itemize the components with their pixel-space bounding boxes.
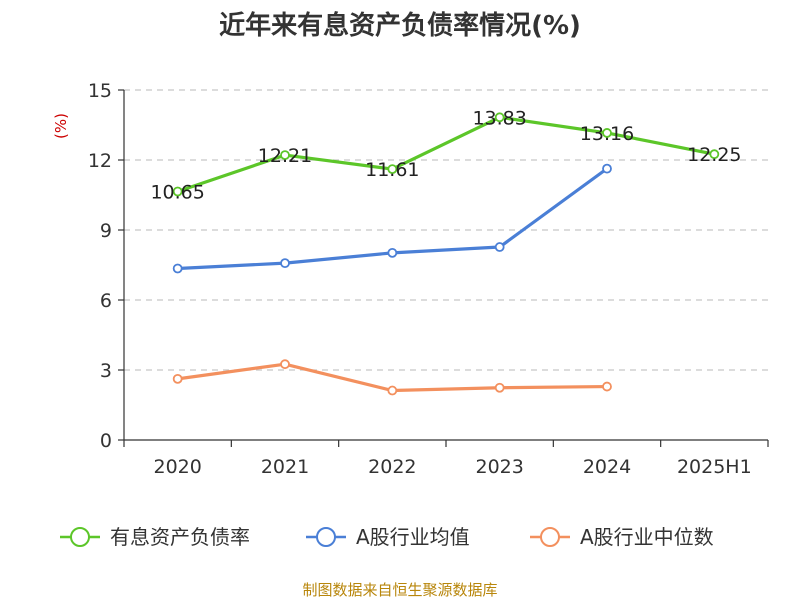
data-label: 13.83 <box>472 107 526 129</box>
data-point <box>709 149 720 160</box>
y-tick-label: 0 <box>100 430 112 452</box>
data-point <box>172 263 183 274</box>
source-note: 制图数据来自恒生聚源数据库 <box>302 581 497 599</box>
chart-title: 近年来有息资产负债率情况(%) <box>219 10 581 41</box>
x-tick-label: 2024 <box>583 456 631 478</box>
data-label: 11.61 <box>365 159 419 181</box>
data-point <box>387 164 398 175</box>
x-tick-label: 2025H1 <box>677 456 752 478</box>
data-point <box>172 186 183 197</box>
data-point <box>387 385 398 396</box>
data-label: 10.65 <box>150 182 204 204</box>
y-tick-labels: 0 3 6 9 12 15 <box>88 80 112 452</box>
data-point <box>280 150 290 161</box>
data-label: 12.25 <box>687 144 741 166</box>
x-tick-label: 2023 <box>475 456 523 478</box>
legend-label: 有息资产负债率 <box>110 525 250 549</box>
legend-item-2: A股行业中位数 <box>530 525 714 549</box>
y-tick-label: 12 <box>88 150 112 172</box>
data-point <box>172 373 183 384</box>
legend-marker-icon <box>316 527 336 547</box>
series-interest-debt-ratio <box>172 112 720 197</box>
data-point <box>602 128 612 138</box>
data-point <box>280 258 290 269</box>
y-tick-label: 3 <box>100 360 112 382</box>
axes <box>118 89 769 447</box>
legend-label: A股行业中位数 <box>580 525 714 549</box>
x-tick-label: 2022 <box>368 456 416 478</box>
data-point <box>602 381 612 392</box>
data-point <box>494 242 505 252</box>
x-tick-label: 2021 <box>261 456 309 478</box>
y-tick-label: 9 <box>100 220 112 242</box>
legend: 有息资产负债率 A股行业均值 A股行业中位数 <box>60 525 714 549</box>
series-industry-median <box>172 359 612 396</box>
legend-label: A股行业均值 <box>356 525 470 549</box>
legend-marker-icon <box>70 527 90 547</box>
data-labels: 10.65 12.21 11.61 13.83 13.16 12.25 <box>150 107 741 203</box>
y-tick-label: 6 <box>100 290 112 312</box>
data-label: 12.21 <box>258 145 312 167</box>
grid-lines <box>124 89 768 371</box>
y-tick-label: 15 <box>88 80 112 102</box>
series-interest-debt-ratio-line <box>176 115 716 194</box>
data-label: 13.16 <box>580 123 634 145</box>
series-layer <box>172 112 720 396</box>
data-point <box>602 163 612 174</box>
legend-item-1: A股行业均值 <box>306 525 470 549</box>
x-tick-labels: 2020 2021 2022 2023 2024 2025H1 <box>153 456 751 478</box>
data-point <box>387 247 398 258</box>
data-point <box>280 359 290 370</box>
series-industry-mean <box>172 163 612 274</box>
legend-marker-icon <box>540 527 560 547</box>
y-axis-unit: (%) <box>52 113 70 139</box>
legend-item-0: 有息资产负债率 <box>60 525 250 549</box>
data-point <box>494 112 505 123</box>
x-tick-label: 2020 <box>153 456 201 478</box>
data-point <box>494 382 505 393</box>
